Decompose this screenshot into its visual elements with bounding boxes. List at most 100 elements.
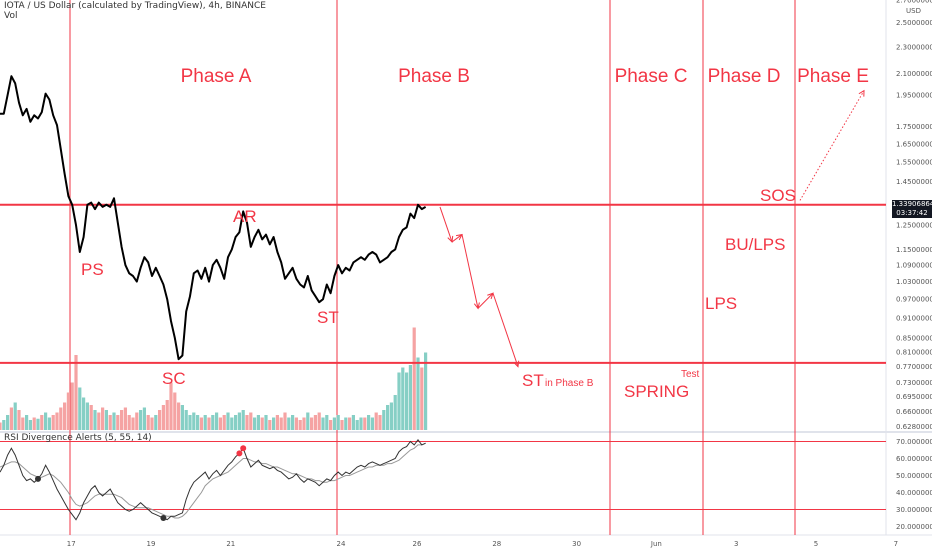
st-phase-b-label: ST	[522, 371, 544, 390]
volume-bar	[55, 412, 59, 430]
volume-bars	[0, 327, 428, 430]
volume-bar	[47, 417, 51, 430]
time-tick-label: 30	[572, 540, 581, 548]
volume-bar	[154, 415, 158, 430]
volume-bar	[36, 418, 40, 430]
volume-bar	[177, 402, 181, 430]
volume-bar	[234, 415, 238, 430]
time-tick-label: 24	[337, 540, 346, 548]
rsi-tick-label: 60.00000000	[896, 455, 932, 463]
phase-c-label: Phase C	[615, 66, 688, 87]
rsi-tick-label: 70.00000000	[896, 438, 932, 446]
volume-bar	[116, 415, 120, 430]
projection-segment	[451, 234, 463, 243]
sos-arrowhead	[858, 89, 865, 97]
volume-bar	[101, 407, 105, 430]
price-tick-label: 1.95000000	[896, 92, 932, 100]
volume-bar	[203, 415, 207, 430]
volume-bar	[401, 367, 405, 430]
price-tick-label: 1.75000000	[896, 123, 932, 131]
volume-bar	[180, 405, 184, 430]
volume-bar	[165, 400, 169, 430]
volume-bar	[0, 422, 2, 430]
volume-bar	[218, 417, 222, 430]
volume-bar	[40, 415, 44, 430]
price-tick-label: 1.45000000	[896, 178, 932, 186]
price-series	[0, 75, 427, 361]
time-tick-label: 28	[492, 540, 501, 548]
volume-bar	[150, 417, 154, 430]
volume-bar	[420, 367, 424, 430]
volume-bar	[340, 420, 344, 430]
volume-bar	[173, 392, 177, 430]
volume-bar	[196, 415, 200, 430]
rsi-title: RSI Divergence Alerts (5, 55, 14)	[4, 433, 152, 443]
volume-bar	[123, 407, 127, 430]
volume-bar	[386, 405, 390, 430]
volume-bar	[245, 415, 249, 430]
volume-bar	[70, 382, 74, 430]
volume-bar	[382, 410, 386, 430]
sos-label: SOS	[760, 186, 796, 205]
rsi-pane[interactable]	[0, 433, 886, 535]
volume-bar	[25, 415, 29, 430]
volume-bar	[13, 402, 17, 430]
volume-bar	[351, 415, 355, 430]
volume-bar	[279, 417, 283, 430]
divergence-marker	[236, 450, 243, 457]
price-tick-label: 1.09000000	[896, 262, 932, 270]
volume-bar	[230, 417, 234, 430]
volume-bar	[370, 417, 374, 430]
divergence-marker	[160, 515, 167, 521]
volume-bar	[294, 417, 298, 430]
volume-bar	[329, 420, 333, 430]
rsi-signal-line	[0, 442, 426, 519]
volume-bar	[363, 417, 367, 430]
phase-d-label: Phase D	[708, 66, 781, 87]
volume-bar	[272, 417, 276, 430]
volume-bar	[291, 415, 295, 430]
divergence-marker	[240, 445, 247, 452]
lps-label: LPS	[705, 294, 737, 313]
time-tick-label: 19	[147, 540, 156, 548]
price-line	[0, 75, 427, 361]
volume-bar	[287, 417, 291, 430]
st-phase-b-sub: in Phase B	[545, 378, 594, 389]
volume-bar	[51, 415, 55, 430]
price-tick-label: 2.10000000	[896, 70, 932, 78]
price-tick-label: 2.50000000	[896, 19, 932, 27]
volume-bar	[63, 402, 67, 430]
volume-bar	[332, 417, 336, 430]
currency-label: USD	[906, 7, 921, 15]
volume-bar	[44, 412, 48, 430]
volume-bar	[192, 412, 196, 430]
projection-segment	[477, 292, 494, 309]
volume-bar	[268, 420, 272, 430]
volume-bar	[249, 412, 253, 430]
volume-bar	[135, 412, 139, 430]
volume-bar	[389, 402, 393, 430]
rsi-line	[0, 438, 426, 521]
phase-b-label: Phase B	[398, 66, 470, 87]
volume-bar	[226, 412, 230, 430]
volume-bar	[367, 415, 371, 430]
price-tick-label: 1.65000000	[896, 140, 932, 148]
volume-bar	[241, 410, 245, 430]
rsi-tick-label: 20.00000000	[896, 523, 932, 531]
test-label: Test	[681, 369, 700, 380]
volume-bar	[199, 417, 203, 430]
ps-label: PS	[81, 260, 104, 279]
projection-segment	[492, 293, 519, 367]
last-price-value: 1.33906864	[892, 200, 932, 208]
time-tick-label: 7	[894, 540, 898, 548]
rsi-series	[0, 438, 886, 521]
volume-bar	[306, 412, 310, 430]
projection-segment	[461, 234, 479, 309]
volume-bar	[21, 417, 25, 430]
